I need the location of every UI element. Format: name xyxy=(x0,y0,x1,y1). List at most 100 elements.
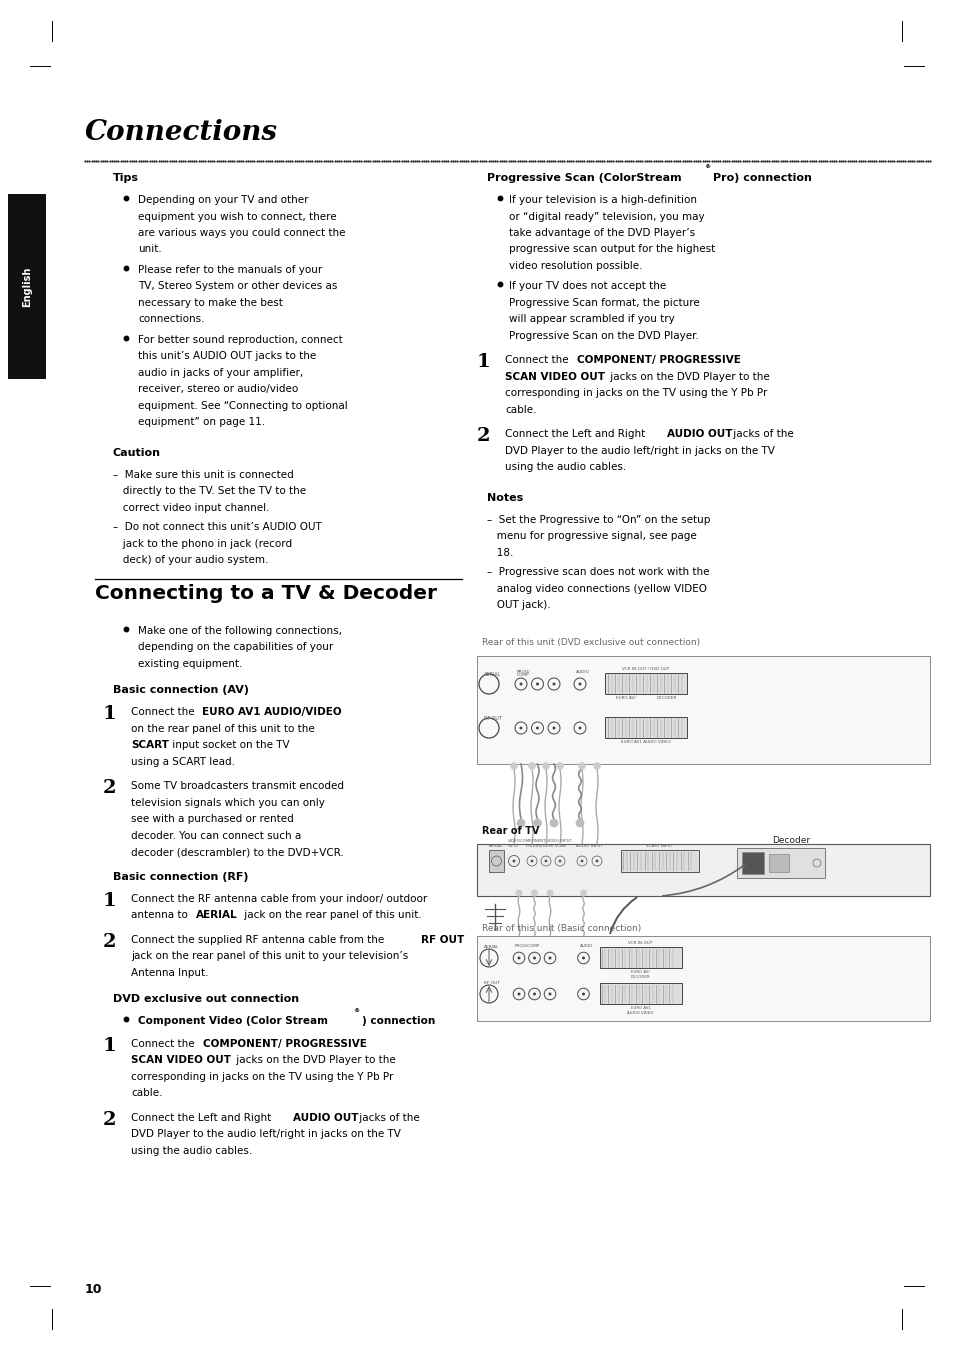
Circle shape xyxy=(519,727,522,730)
Text: AERIAL: AERIAL xyxy=(483,944,498,948)
Text: using the audio cables.: using the audio cables. xyxy=(504,462,625,473)
Text: Please refer to the manuals of your: Please refer to the manuals of your xyxy=(138,265,322,276)
Text: connections.: connections. xyxy=(138,315,204,324)
Circle shape xyxy=(536,727,538,730)
Text: SCART INPUT: SCART INPUT xyxy=(645,844,672,848)
Text: Some TV broadcasters transmit encoded: Some TV broadcasters transmit encoded xyxy=(131,781,344,792)
Text: –  Do not connect this unit’s AUDIO OUT: – Do not connect this unit’s AUDIO OUT xyxy=(112,523,321,532)
Circle shape xyxy=(578,727,581,730)
Text: jacks on the DVD Player to the: jacks on the DVD Player to the xyxy=(606,372,769,382)
Circle shape xyxy=(593,762,599,770)
Text: AUDIO INPUT: AUDIO INPUT xyxy=(575,844,601,848)
Text: COMPONENT VIDEO INPUT
PROGRESSIVE SCAN: COMPONENT VIDEO INPUT PROGRESSIVE SCAN xyxy=(519,839,572,848)
Text: Tips: Tips xyxy=(112,173,139,182)
Text: For better sound reproduction, connect: For better sound reproduction, connect xyxy=(138,335,342,345)
Text: EURO AV/
DECODER: EURO AV/ DECODER xyxy=(630,970,650,978)
Circle shape xyxy=(536,682,538,685)
Text: are various ways you could connect the: are various ways you could connect the xyxy=(138,228,345,238)
Text: corresponding in jacks on the TV using the Y Pb Pr: corresponding in jacks on the TV using t… xyxy=(131,1071,393,1082)
Text: If your television is a high-definition: If your television is a high-definition xyxy=(509,195,697,205)
FancyBboxPatch shape xyxy=(8,195,46,380)
Circle shape xyxy=(544,859,547,862)
Text: ®: ® xyxy=(703,163,709,169)
Text: or “digital ready” television, you may: or “digital ready” television, you may xyxy=(509,212,704,222)
Circle shape xyxy=(578,682,581,685)
Text: equipment you wish to connect, there: equipment you wish to connect, there xyxy=(138,212,336,222)
Text: ) connection: ) connection xyxy=(361,1016,435,1027)
Bar xyxy=(768,854,788,871)
Text: VCR IN-OUT / DVD OUT: VCR IN-OUT / DVD OUT xyxy=(621,667,669,671)
Text: receiver, stereo or audio/video: receiver, stereo or audio/video xyxy=(138,385,298,394)
Circle shape xyxy=(517,819,524,827)
Text: TV, Stereo System or other devices as: TV, Stereo System or other devices as xyxy=(138,281,337,292)
Text: Rear of this unit (DVD exclusive out connection): Rear of this unit (DVD exclusive out con… xyxy=(481,638,700,647)
Text: AUDIO OUT: AUDIO OUT xyxy=(666,430,732,439)
Text: 1: 1 xyxy=(103,1038,116,1055)
Text: –  Set the Progressive to “On” on the setup: – Set the Progressive to “On” on the set… xyxy=(486,515,710,526)
Text: 2: 2 xyxy=(103,1111,116,1129)
Text: decoder. You can connect such a: decoder. You can connect such a xyxy=(131,831,301,842)
Text: 2: 2 xyxy=(103,780,116,797)
Text: –  Make sure this unit is connected: – Make sure this unit is connected xyxy=(112,470,294,480)
Circle shape xyxy=(581,993,584,996)
Text: AUDIO: AUDIO xyxy=(576,670,589,674)
Bar xyxy=(604,673,686,694)
Circle shape xyxy=(546,890,553,896)
Circle shape xyxy=(595,859,598,862)
Text: cable.: cable. xyxy=(131,1089,162,1098)
Text: using a SCART lead.: using a SCART lead. xyxy=(131,757,234,767)
Text: directly to the TV. Set the TV to the: directly to the TV. Set the TV to the xyxy=(112,486,306,497)
Bar xyxy=(620,850,699,871)
Bar xyxy=(476,657,929,765)
Circle shape xyxy=(517,957,520,959)
Circle shape xyxy=(576,819,583,827)
Text: PROG/: PROG/ xyxy=(517,670,530,674)
Text: PROG/COMP: PROG/COMP xyxy=(515,944,539,948)
Text: Connect the Left and Right: Connect the Left and Right xyxy=(504,430,648,439)
Text: Progressive Scan on the DVD Player.: Progressive Scan on the DVD Player. xyxy=(509,331,699,340)
Bar xyxy=(598,984,680,1004)
Text: take advantage of the DVD Player’s: take advantage of the DVD Player’s xyxy=(509,228,695,238)
Circle shape xyxy=(552,727,555,730)
Text: SCART: SCART xyxy=(131,740,169,751)
Text: necessary to make the best: necessary to make the best xyxy=(138,299,283,308)
Circle shape xyxy=(528,762,535,770)
Text: Component Video (Color Stream: Component Video (Color Stream xyxy=(138,1016,328,1027)
Text: 2: 2 xyxy=(476,427,490,446)
Circle shape xyxy=(517,993,520,996)
Text: RF OUT: RF OUT xyxy=(420,935,464,944)
Text: Basic connection (RF): Basic connection (RF) xyxy=(112,871,248,882)
Text: Connect the RF antenna cable from your indoor/ outdoor: Connect the RF antenna cable from your i… xyxy=(131,894,427,904)
Circle shape xyxy=(516,890,521,896)
Bar xyxy=(737,848,824,878)
Bar xyxy=(604,717,686,738)
Text: will appear scrambled if you try: will appear scrambled if you try xyxy=(509,315,674,324)
Circle shape xyxy=(578,762,585,770)
Text: jack on the rear panel of this unit.: jack on the rear panel of this unit. xyxy=(241,911,421,920)
Circle shape xyxy=(519,682,522,685)
Text: DVD Player to the audio left/right in jacks on the TV: DVD Player to the audio left/right in ja… xyxy=(131,1129,400,1139)
Text: RF OUT: RF OUT xyxy=(483,981,499,985)
Text: jack on the rear panel of this unit to your television’s: jack on the rear panel of this unit to y… xyxy=(131,951,408,962)
Text: If your TV does not accept the: If your TV does not accept the xyxy=(509,281,665,292)
Text: VIDEO
INPUT: VIDEO INPUT xyxy=(507,839,520,848)
Text: ®: ® xyxy=(353,1008,359,1013)
Text: jacks of the: jacks of the xyxy=(355,1113,419,1123)
Text: jacks of the: jacks of the xyxy=(729,430,793,439)
Text: jacks on the DVD Player to the: jacks on the DVD Player to the xyxy=(233,1055,395,1066)
Text: equipment. See “Connecting to optional: equipment. See “Connecting to optional xyxy=(138,401,348,411)
Text: Notes: Notes xyxy=(486,493,522,503)
Text: COMPONENT/ PROGRESSIVE: COMPONENT/ PROGRESSIVE xyxy=(203,1039,367,1048)
Text: Make one of the following connections,: Make one of the following connections, xyxy=(138,626,341,636)
Text: antenna to: antenna to xyxy=(131,911,191,920)
Text: 1: 1 xyxy=(103,705,116,724)
Text: equipment” on page 11.: equipment” on page 11. xyxy=(138,417,265,427)
Text: unit.: unit. xyxy=(138,245,162,254)
Text: menu for progressive signal, see page: menu for progressive signal, see page xyxy=(486,531,696,542)
Circle shape xyxy=(533,819,541,827)
Text: Antenna Input.: Antenna Input. xyxy=(131,969,209,978)
Text: EURO AV1
AUDIO VIDEO: EURO AV1 AUDIO VIDEO xyxy=(627,1006,653,1015)
Circle shape xyxy=(542,762,549,770)
Text: RF OUT: RF OUT xyxy=(483,716,501,721)
Text: AUDIO OUT: AUDIO OUT xyxy=(293,1113,358,1123)
